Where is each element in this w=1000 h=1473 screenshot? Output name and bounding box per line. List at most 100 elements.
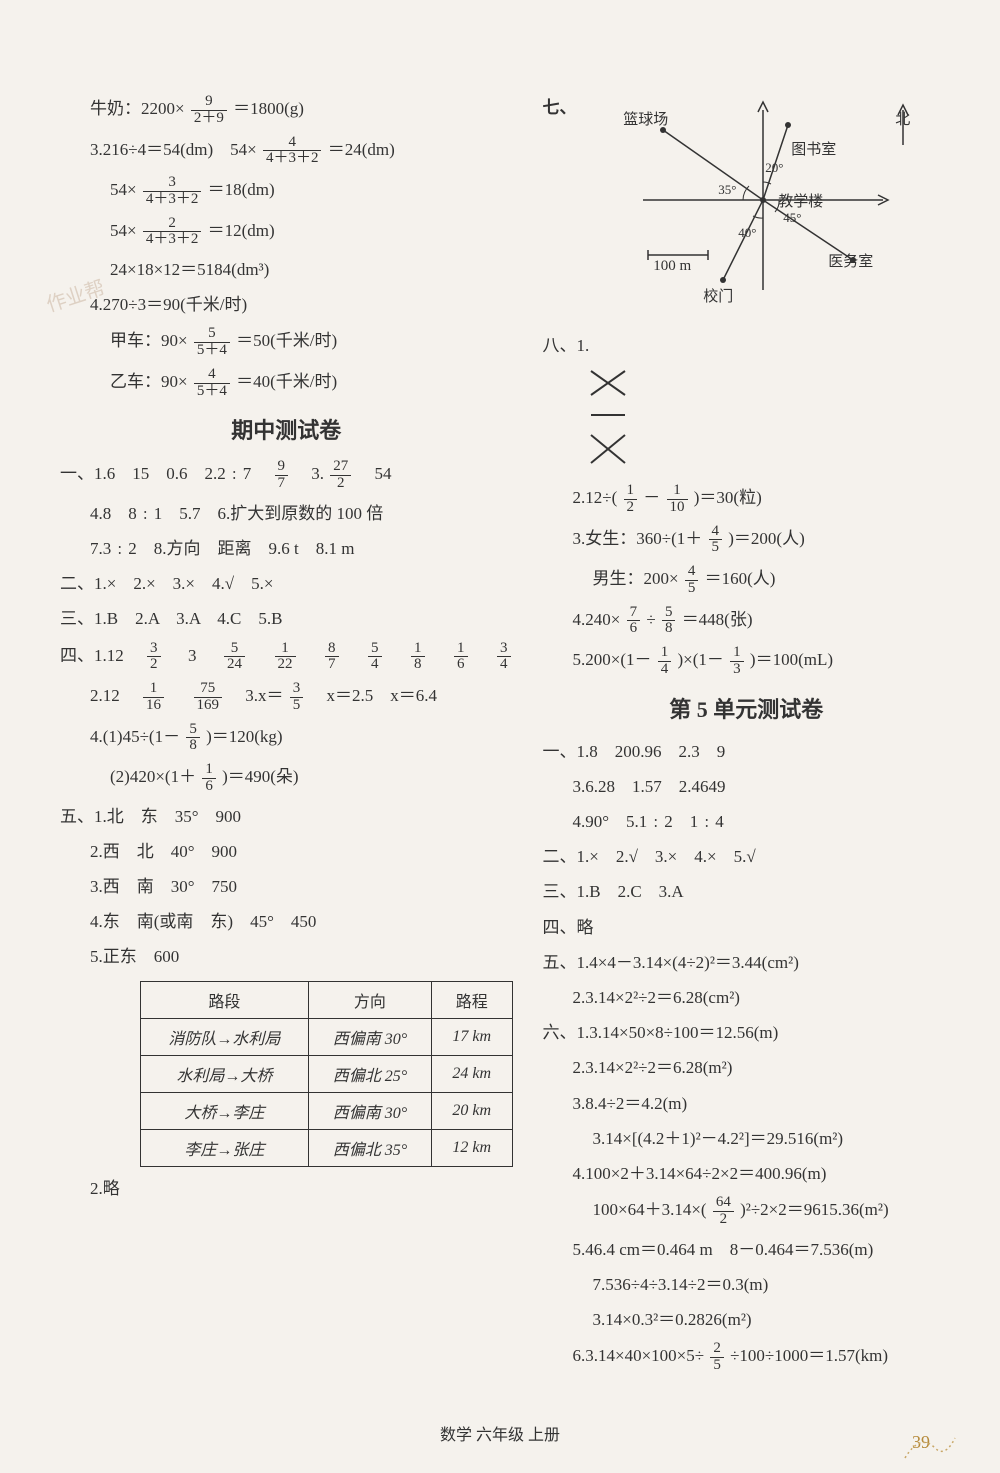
text: ÷100÷1000＝1.57(km) [730, 1346, 888, 1365]
fraction: 34 [497, 641, 511, 674]
cell: 西偏南 30° [308, 1018, 431, 1055]
fraction: 642 [713, 1195, 734, 1228]
fraction: 75169 [194, 681, 223, 714]
fraction: 116 [143, 681, 164, 714]
text: 5.200×(1－ [573, 650, 652, 669]
text: )＝120(kg) [206, 727, 282, 746]
text: 2.12÷( [573, 488, 618, 507]
u5-1: 五、1.4×4－3.14×(4÷2)²＝3.44(cm²) [543, 949, 951, 976]
angle-45: 45° [783, 210, 801, 226]
th-distance: 路程 [431, 981, 512, 1018]
text: 3.x＝ [228, 686, 283, 705]
text: 3.216÷4＝54(dm) 54× [90, 140, 257, 159]
fraction: 16 [454, 641, 468, 674]
fraction: 25 [710, 1341, 724, 1374]
sec7-label: 七、 [543, 94, 577, 121]
sec6-2: 2.略 [60, 1175, 513, 1202]
unit5-title: 第 5 单元测试卷 [543, 692, 951, 724]
sec5-3: 3.西 南 30° 750 [60, 873, 513, 900]
sec3: 三、1.B 2.A 3.A 4.C 5.B [60, 605, 513, 632]
fraction: 524 [224, 641, 245, 674]
text: 乙车：90× [110, 372, 188, 391]
text: 4.240× [573, 610, 621, 629]
label-library: 图书室 [791, 138, 836, 159]
fraction: 24＋3＋2 [143, 216, 202, 249]
u1-3: 4.90° 5.1﹕2 1﹕4 [543, 808, 951, 835]
text: 八、1. [543, 336, 590, 355]
table-row: 消防队→水利局西偏南 30°17 km [141, 1018, 513, 1055]
eq-4: 4.270÷3＝90(千米/时) [60, 291, 513, 318]
text: )×(1－ [678, 650, 724, 669]
table-header-row: 路段 方向 路程 [141, 981, 513, 1018]
text [167, 646, 184, 665]
eq-3c: 54× 24＋3＋2 ＝12(dm) [60, 216, 513, 249]
text: (2)420×(1＋ [110, 767, 196, 786]
fraction: 54 [368, 641, 382, 674]
u6-3b: 3.14×[(4.2＋1)²－4.2²]＝29.516(m²) [543, 1125, 951, 1152]
u6-5b: 7.536÷4÷3.14÷2＝0.3(m) [543, 1271, 951, 1298]
cell: 消防队→水利局 [141, 1018, 309, 1055]
label-building: 教学楼 [778, 190, 823, 211]
right-column: 七、 [543, 90, 951, 1378]
sec4-line1: 四、1.12 32 3 524 122 87 54 18 16 34 [60, 641, 513, 674]
u5-2: 2.3.14×2²÷2＝6.28(cm²) [543, 984, 951, 1011]
u6-4: 4.100×2＋3.14×64÷2×2＝400.96(m) [543, 1160, 951, 1187]
cell: 西偏南 30° [308, 1092, 431, 1129]
fraction: 32 [147, 641, 161, 674]
angle-20: 20° [765, 160, 783, 176]
u6-5: 5.46.4 cm＝0.464 m 8－0.464＝7.536(m) [543, 1236, 951, 1263]
u6-3: 3.8.4÷2＝4.2(m) [543, 1090, 951, 1117]
sec8-label: 八、1. [543, 332, 951, 359]
fraction: 16 [202, 762, 216, 795]
u6-4b: 100×64＋3.14×( 642 )²÷2×2＝9615.36(m²) [543, 1195, 951, 1228]
fraction: 87 [325, 641, 339, 674]
text: 甲车：90× [110, 332, 188, 351]
route-table: 路段 方向 路程 消防队→水利局西偏南 30°17 km 水利局→大桥西偏北 2… [140, 981, 513, 1167]
text: ＝50(千米/时) [236, 332, 337, 351]
text: 牛奶：2200× [90, 99, 185, 118]
fraction: 44＋3＋2 [263, 135, 322, 168]
sec1-line2: 4.8 8﹕1 5.7 6.扩大到原数的 100 倍 [60, 500, 513, 527]
fraction: 12 [624, 483, 638, 516]
u6-6: 6.3.14×40×100×5÷ 25 ÷100÷1000＝1.57(km) [543, 1341, 951, 1374]
cell: 李庄→张庄 [141, 1129, 309, 1166]
sec5-1: 五、1.北 东 35° 900 [60, 803, 513, 830]
direction-diagram: 篮球场 北 图书室 教学楼 医务室 校门 100 m 35° 20° 45° 4… [593, 90, 933, 320]
eq-car-b: 乙车：90× 45＋4 ＝40(千米/时) [60, 367, 513, 400]
cell: 17 km [431, 1018, 512, 1055]
text: 3 [188, 646, 197, 665]
text: ＝448(张) [682, 610, 753, 629]
fraction: 122 [275, 641, 296, 674]
text: ＝12(dm) [208, 221, 275, 240]
cross-icons [583, 363, 643, 473]
text: )＝200(人) [728, 529, 804, 548]
fraction: 13 [730, 645, 744, 678]
label-clinic: 医务室 [828, 250, 873, 271]
left-column: 牛奶：2200× 92＋9 ＝1800(g) 3.216÷4＝54(dm) 54… [60, 90, 513, 1378]
text: ＝40(千米/时) [236, 372, 337, 391]
sec4-line4: 4.(1)45÷(1－ 58 )＝120(kg) [60, 722, 513, 755]
u1-1: 一、1.8 200.96 2.3 9 [543, 738, 951, 765]
fraction: 58 [186, 722, 200, 755]
cell: 12 km [431, 1129, 512, 1166]
label-basketball: 篮球场 [623, 108, 668, 129]
eq-car-a: 甲车：90× 55＋4 ＝50(千米/时) [60, 326, 513, 359]
label-scale: 100 m [653, 258, 691, 275]
u4: 四、略 [543, 914, 951, 941]
sec4-line2: 2.12 116 75169 3.x＝ 35 x＝2.5 x＝6.4 [60, 681, 513, 714]
text: － [643, 488, 660, 507]
sec1-line3: 7.3﹕2 8.方向 距离 9.6 t 8.1 m [60, 535, 513, 562]
sec2: 二、1.× 2.× 3.× 4.√ 5.× [60, 570, 513, 597]
eq-3b: 54× 34＋3＋2 ＝18(dm) [60, 175, 513, 208]
fraction: 45 [685, 564, 699, 597]
angle-35: 35° [718, 182, 736, 198]
text: ÷ [646, 610, 655, 629]
sec5-5: 5.正东 600 [60, 943, 513, 970]
page-footer: 数学 六年级 上册 [0, 1421, 1000, 1445]
text: ＝1800(g) [233, 99, 304, 118]
cell: 大桥→李庄 [141, 1092, 309, 1129]
u3: 三、1.B 2.C 3.A [543, 878, 951, 905]
fraction: 35 [290, 681, 304, 714]
u6-2: 2.3.14×2²÷2＝6.28(m²) [543, 1054, 951, 1081]
cell: 西偏北 25° [308, 1055, 431, 1092]
